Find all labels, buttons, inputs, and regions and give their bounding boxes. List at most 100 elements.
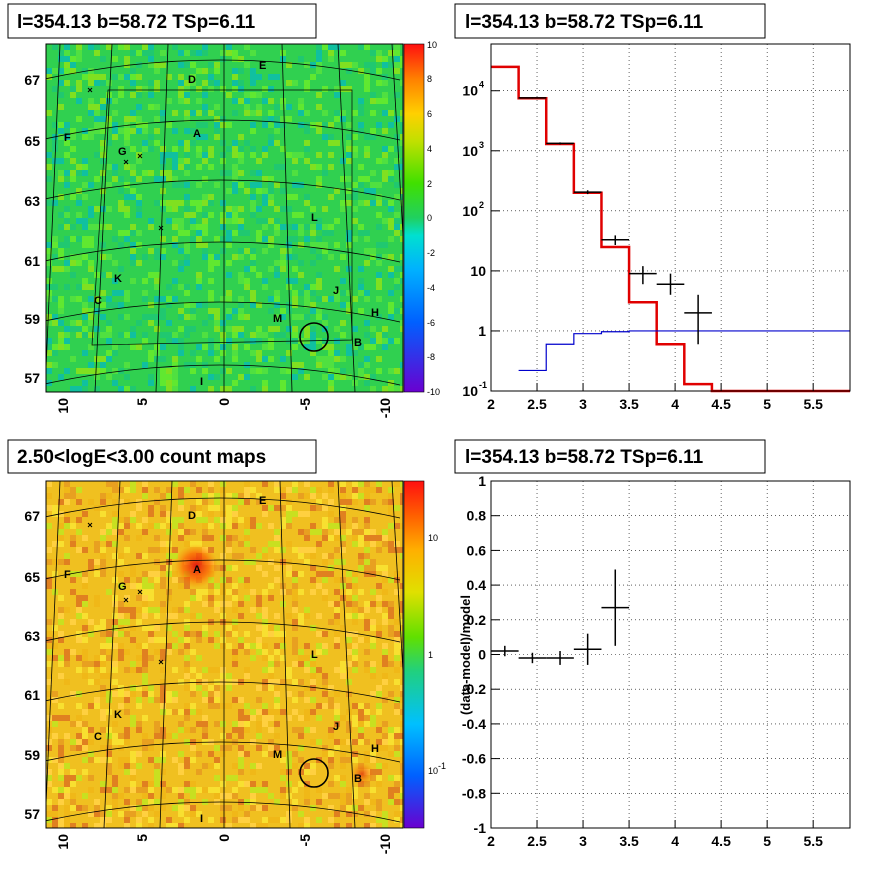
x-tick-label: 5.5 — [803, 396, 823, 412]
map-pixel — [232, 661, 238, 667]
map-pixel — [64, 266, 70, 272]
map-pixel — [250, 80, 256, 86]
title-box — [454, 439, 766, 474]
map-pixel — [298, 529, 304, 535]
map-pixel — [238, 260, 244, 266]
map-pixel — [82, 182, 88, 188]
map-pixel — [136, 523, 142, 529]
map-pixel — [202, 134, 208, 140]
map-pixel — [256, 134, 262, 140]
map-pixel — [370, 128, 376, 134]
map-pixel — [106, 350, 112, 356]
map-pixel — [106, 643, 112, 649]
map-pixel — [142, 362, 148, 368]
map-pixel — [340, 673, 346, 679]
map-pixel — [334, 637, 340, 643]
map-pixels — [46, 481, 403, 828]
map-pixel — [292, 152, 298, 158]
map-pixel — [376, 200, 382, 206]
map-pixel — [334, 535, 340, 541]
map-pixel — [202, 601, 208, 607]
map-pixel — [364, 823, 370, 828]
map-pixel — [148, 799, 154, 805]
map-pixel — [340, 278, 346, 284]
map-pixel — [328, 152, 334, 158]
map-pixel — [382, 242, 388, 248]
map-pixel — [226, 505, 232, 511]
map-pixel — [160, 158, 166, 164]
map-pixel — [268, 188, 274, 194]
map-pixel — [208, 290, 214, 296]
map-pixel — [334, 44, 340, 50]
map-pixel — [178, 727, 184, 733]
map-pixel — [346, 643, 352, 649]
map-pixel — [328, 535, 334, 541]
map-pixel — [280, 104, 286, 110]
map-pixel — [190, 74, 196, 80]
y-tick-label: 63 — [24, 628, 40, 644]
map-pixel — [52, 559, 58, 565]
map-pixel — [184, 170, 190, 176]
map-pixel — [208, 278, 214, 284]
map-pixel — [118, 655, 124, 661]
map-pixel — [334, 745, 340, 751]
map-pixel — [376, 272, 382, 278]
map-pixel — [52, 200, 58, 206]
map-pixel — [274, 284, 280, 290]
map-pixel — [298, 715, 304, 721]
map-pixel — [178, 254, 184, 260]
map-pixel — [166, 206, 172, 212]
map-pixel — [142, 649, 148, 655]
map-pixel — [118, 487, 124, 493]
map-pixel — [178, 649, 184, 655]
map-pixel — [112, 553, 118, 559]
map-pixel — [394, 727, 400, 733]
map-pixel — [370, 535, 376, 541]
map-pixel — [274, 649, 280, 655]
map-pixel — [214, 314, 220, 320]
map-pixel — [364, 739, 370, 745]
map-pixel — [238, 643, 244, 649]
x-tick-label: -5 — [297, 834, 313, 847]
map-pixel — [184, 655, 190, 661]
map-pixel — [304, 529, 310, 535]
map-pixel — [364, 571, 370, 577]
map-pixel — [400, 547, 403, 553]
map-pixel — [58, 739, 64, 745]
map-pixel — [304, 350, 310, 356]
map-pixel — [106, 589, 112, 595]
map-pixel — [286, 308, 292, 314]
map-pixel — [268, 739, 274, 745]
map-pixel — [376, 739, 382, 745]
map-pixel — [346, 146, 352, 152]
map-pixel — [46, 254, 52, 260]
map-pixel — [370, 499, 376, 505]
map-pixel — [178, 308, 184, 314]
map-pixel — [112, 631, 118, 637]
map-pixel — [142, 86, 148, 92]
map-pixel — [226, 541, 232, 547]
map-pixel — [400, 236, 403, 242]
map-pixel — [370, 715, 376, 721]
map-pixel — [382, 152, 388, 158]
map-pixel — [352, 212, 358, 218]
map-pixel — [154, 613, 160, 619]
map-pixel — [346, 589, 352, 595]
residual-map-panel: l=354.13 b=58.72 TSp=6.11 D E A F G — [7, 3, 440, 418]
map-pixel — [172, 332, 178, 338]
map-pixel — [76, 637, 82, 643]
map-pixel — [292, 50, 298, 56]
map-pixel — [166, 823, 172, 828]
map-pixel — [370, 811, 376, 817]
map-pixel — [166, 98, 172, 104]
map-pixel — [262, 589, 268, 595]
map-pixel — [88, 344, 94, 350]
map-pixel — [376, 164, 382, 170]
map-pixel — [268, 655, 274, 661]
map-pixel — [316, 116, 322, 122]
map-pixel — [154, 248, 160, 254]
map-pixel — [148, 505, 154, 511]
map-pixel — [136, 116, 142, 122]
map-pixel — [346, 637, 352, 643]
map-pixel — [220, 517, 226, 523]
